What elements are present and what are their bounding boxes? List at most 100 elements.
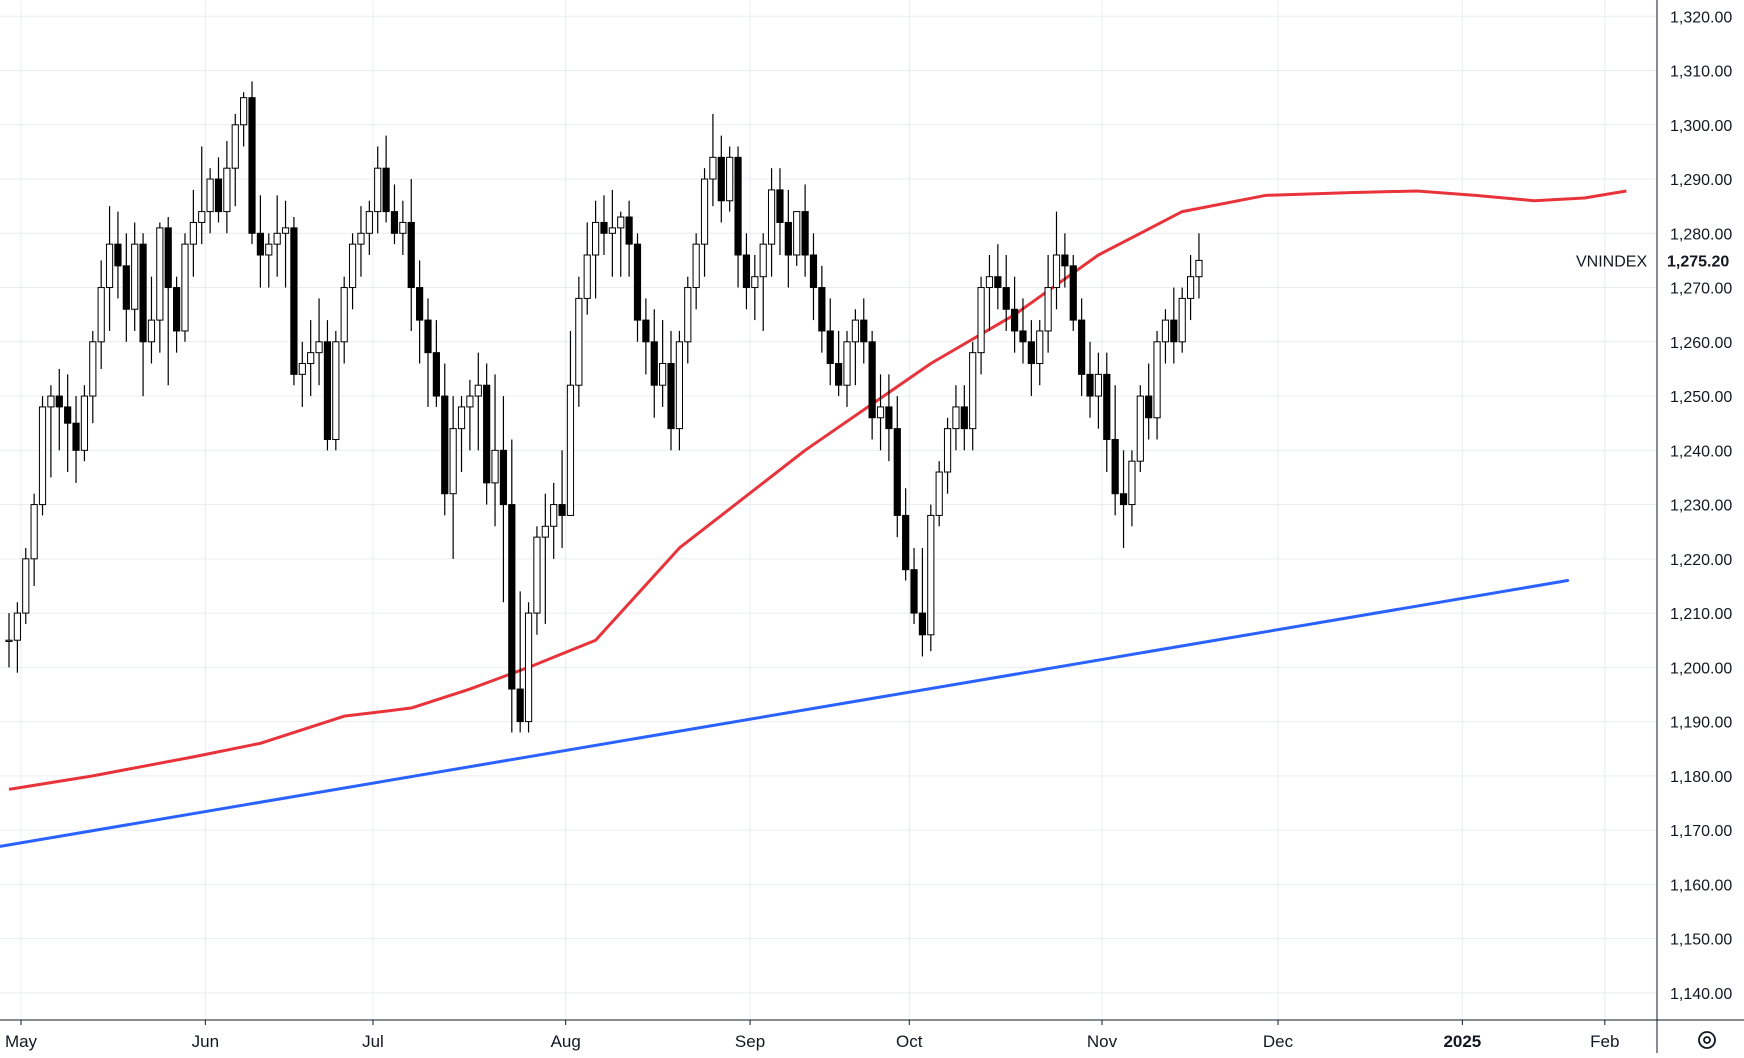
candle [223,141,231,234]
candle-body-down [1061,254,1069,267]
candle-body-up [298,363,306,375]
candle-body-down [868,341,876,419]
candle [1111,385,1119,516]
candle [1086,341,1094,418]
settings-icon[interactable] [1698,1031,1716,1049]
candle [633,233,642,342]
y-tick-label: 1,240.00 [1670,443,1732,460]
candle [432,320,440,407]
candle [717,135,725,223]
candle [793,211,801,266]
candle [742,233,751,310]
candle-body-down [407,221,415,289]
candle-body-up [1036,330,1044,365]
candle [332,330,340,451]
candle [1136,385,1144,473]
candle-body-up [240,97,248,126]
candle [985,255,994,331]
candle-body-down [600,221,608,234]
candle [198,146,206,245]
candle [55,368,63,451]
candle-body-down [508,504,516,690]
candle-body-down [214,178,223,213]
x-tick-label: Nov [1087,1032,1118,1051]
candle [307,320,315,397]
candle [265,233,273,288]
candle [809,233,818,321]
candle-body-up [307,352,315,365]
y-tick-label: 1,220.00 [1670,552,1732,569]
candle-body-up [457,406,466,430]
candle [164,217,172,386]
candle [382,135,390,223]
candle-body-down [323,341,332,440]
candle-body-down [1078,319,1086,375]
y-tick-label: 1,170.00 [1670,823,1732,840]
candles-layer [5,81,1203,733]
candle [256,195,264,288]
candle [592,200,600,299]
y-tick-label: 1,150.00 [1670,932,1732,949]
candle [189,189,197,277]
x-tick-label: Feb [1590,1032,1619,1051]
candle-body-up [348,243,357,289]
candle [952,385,960,451]
candle [441,363,449,516]
candle [784,189,792,288]
candle [80,385,89,462]
candle-body-up [399,221,407,234]
candle [466,379,474,451]
candle-body-down [902,514,910,571]
candle [72,396,80,483]
candle [818,265,826,353]
candle-body-up [340,287,348,343]
y-tick-label: 1,160.00 [1670,877,1732,894]
candle-body-down [650,341,658,386]
candle-body-up [726,156,734,202]
candle [1153,330,1161,440]
candle [22,547,30,624]
candle-body-up [943,428,952,473]
candle [114,211,122,299]
candle-body-up [105,243,114,289]
candle-body-up [1094,373,1103,397]
candle-body-up [1044,287,1052,332]
y-tick-label: 1,190.00 [1670,715,1732,732]
grid-layer [0,0,1657,1020]
candle-body-up [1052,254,1061,289]
candle [541,493,549,624]
candle-body-up [709,156,717,180]
candle [759,233,767,331]
candle [64,374,72,473]
candle [1161,309,1170,364]
candle-body-up [1186,276,1195,299]
candle-body-up [684,287,692,343]
candle-body-up [1153,341,1161,419]
candle-body-down [483,384,491,484]
candle-body-down [893,428,901,516]
candle-body-up [198,211,206,223]
candle-body-down [918,612,927,636]
candle-body-up [357,232,365,245]
candle-body-down [625,216,633,245]
candle [943,417,952,494]
candle [1011,276,1019,353]
candle-body-up [131,243,139,310]
candle [625,200,633,277]
x-tick-label: Aug [551,1032,581,1051]
candle [1094,352,1103,429]
candle-body-down [742,254,751,289]
candle-body-down [432,352,440,397]
candle [885,374,893,462]
candle [491,374,499,527]
candle [1119,450,1128,548]
candle [348,233,357,310]
candle [508,439,516,733]
candle-body-down [1002,287,1010,310]
last-price-label: 1,275.20 [1667,253,1729,270]
candle [767,168,776,277]
candle-body-up [223,167,231,213]
candle [902,488,910,581]
